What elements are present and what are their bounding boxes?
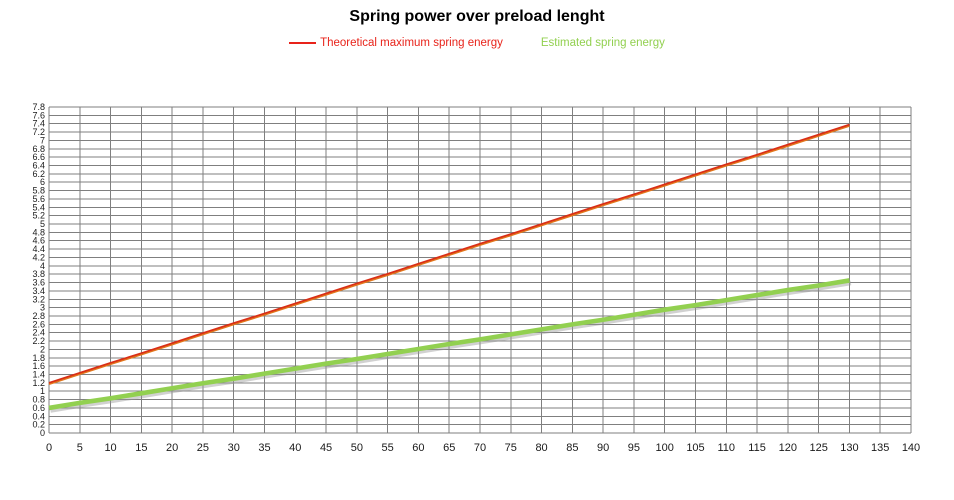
svg-text:3.2: 3.2 [32, 294, 45, 304]
svg-text:7.8: 7.8 [32, 102, 45, 112]
legend-line-marker [289, 42, 317, 44]
svg-text:55: 55 [382, 442, 394, 454]
svg-text:1.6: 1.6 [32, 361, 45, 371]
svg-text:5.4: 5.4 [32, 202, 45, 212]
legend-label-theoretical: Theoretical maximum spring energy [320, 37, 503, 49]
svg-text:105: 105 [686, 442, 704, 454]
svg-text:45: 45 [320, 442, 332, 454]
svg-text:5: 5 [40, 219, 45, 229]
svg-text:6.6: 6.6 [32, 152, 45, 162]
svg-text:6.8: 6.8 [32, 144, 45, 154]
svg-text:20: 20 [166, 442, 178, 454]
legend-item-theoretical[interactable]: Theoretical maximum spring energy [289, 37, 503, 49]
svg-text:3.8: 3.8 [32, 269, 45, 279]
svg-text:4.6: 4.6 [32, 236, 45, 246]
svg-text:15: 15 [135, 442, 147, 454]
svg-text:110: 110 [718, 442, 736, 454]
svg-text:6.2: 6.2 [32, 169, 45, 179]
svg-text:80: 80 [535, 442, 547, 454]
svg-text:65: 65 [443, 442, 455, 454]
svg-text:5.8: 5.8 [32, 186, 45, 196]
svg-text:1.4: 1.4 [32, 369, 45, 379]
legend: Theoretical maximum spring energy Estima… [0, 37, 954, 49]
svg-text:75: 75 [505, 442, 517, 454]
svg-text:5.2: 5.2 [32, 211, 45, 221]
svg-text:85: 85 [566, 442, 578, 454]
svg-text:0.8: 0.8 [32, 395, 45, 405]
gridlines [48, 106, 912, 434]
svg-text:1: 1 [40, 386, 45, 396]
svg-text:6.4: 6.4 [32, 161, 45, 171]
svg-text:70: 70 [474, 442, 486, 454]
svg-text:40: 40 [289, 442, 301, 454]
svg-text:7: 7 [40, 135, 45, 145]
svg-text:0.6: 0.6 [32, 403, 45, 413]
svg-text:1.2: 1.2 [32, 378, 45, 388]
svg-text:30: 30 [228, 442, 240, 454]
svg-text:3: 3 [40, 303, 45, 313]
svg-text:7.6: 7.6 [32, 110, 45, 120]
chart-title: Spring power over preload lenght [349, 8, 605, 25]
x-axis-labels: 0 5 10 15 20 25 30 35 40 45 50 55 60 65 70 75 80 85 90 95 10… [46, 442, 920, 454]
svg-text:125: 125 [809, 442, 827, 454]
svg-text:0.2: 0.2 [32, 420, 45, 430]
svg-text:0.4: 0.4 [32, 411, 45, 421]
svg-text:2.2: 2.2 [32, 336, 45, 346]
y-axis-labels: 00.20.40.60.811.21.41.61.822.22.42.62.83… [32, 102, 45, 438]
svg-text:130: 130 [840, 442, 858, 454]
svg-text:2: 2 [40, 344, 45, 354]
svg-text:3.6: 3.6 [32, 278, 45, 288]
svg-text:1.8: 1.8 [32, 353, 45, 363]
svg-text:60: 60 [412, 442, 424, 454]
svg-text:135: 135 [871, 442, 889, 454]
svg-text:4.8: 4.8 [32, 227, 45, 237]
svg-text:25: 25 [197, 442, 209, 454]
svg-text:120: 120 [779, 442, 797, 454]
svg-text:100: 100 [656, 442, 674, 454]
svg-text:2.4: 2.4 [32, 328, 45, 338]
legend-label-estimated: Estimated spring energy [540, 37, 665, 49]
svg-text:7.2: 7.2 [32, 127, 45, 137]
svg-text:4.4: 4.4 [32, 244, 45, 254]
svg-text:140: 140 [902, 442, 920, 454]
svg-text:10: 10 [104, 442, 116, 454]
svg-text:4.2: 4.2 [32, 252, 45, 262]
svg-text:90: 90 [597, 442, 609, 454]
svg-text:2.6: 2.6 [32, 319, 45, 329]
svg-text:0: 0 [40, 428, 45, 438]
svg-text:7.4: 7.4 [32, 119, 45, 129]
svg-text:5: 5 [77, 442, 83, 454]
legend-item-estimated[interactable]: Estimated spring energy [541, 37, 665, 49]
svg-text:0: 0 [46, 442, 52, 454]
svg-text:2.8: 2.8 [32, 311, 45, 321]
svg-text:5.6: 5.6 [32, 194, 45, 204]
svg-text:115: 115 [748, 442, 766, 454]
svg-text:50: 50 [351, 442, 363, 454]
series-theoretical-line [48, 123, 850, 386]
svg-text:95: 95 [628, 442, 640, 454]
svg-text:6: 6 [40, 177, 45, 187]
series-estimated-line [48, 278, 852, 413]
svg-text:3.4: 3.4 [32, 286, 45, 296]
svg-text:4: 4 [40, 261, 45, 271]
svg-text:35: 35 [258, 442, 270, 454]
